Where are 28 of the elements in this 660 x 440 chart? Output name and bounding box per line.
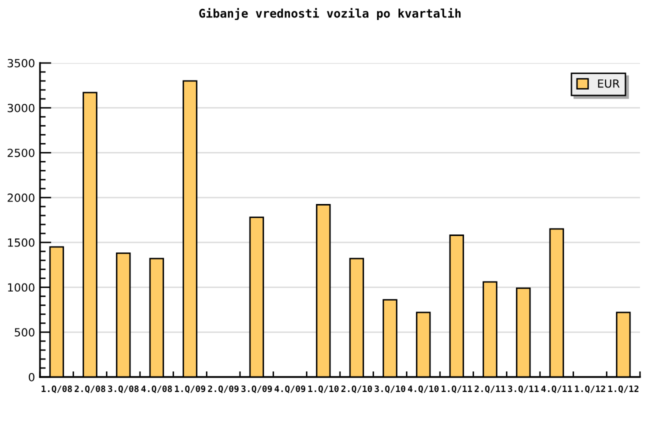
chart-title: Gibanje vrednosti vozila po kvartalih (199, 8, 461, 20)
y-tick-label: 1500 (8, 238, 34, 247)
x-tick-label: 2.Q/08 (74, 385, 106, 394)
x-tick-label: 2.Q/10 (341, 385, 372, 394)
x-tick-label: 2.Q/09 (208, 385, 239, 394)
x-tick-label: 2.Q/11 (474, 385, 506, 394)
x-tick-label: 1.Q/08 (42, 385, 72, 394)
y-tick-label: 3000 (8, 104, 34, 112)
x-tick-label: 3.Q/10 (374, 385, 406, 394)
y-tick-label: 2000 (8, 194, 34, 202)
y-tick-label: 0 (28, 372, 34, 382)
x-tick-label: 4.Q/09 (274, 385, 306, 394)
y-tick-label: 3500 (8, 58, 34, 68)
x-tick-label: 4.Q/10 (408, 385, 439, 394)
legend-label: EUR (598, 80, 620, 88)
x-tick-label: 1.Q/09 (175, 385, 206, 394)
y-tick-label: 2500 (8, 148, 34, 158)
x-tick-label: 1.Q/11 (442, 385, 472, 394)
y-tick-label: 1000 (8, 283, 34, 292)
x-tick-label: 1.Q/12 (608, 385, 638, 394)
x-tick-label: 1.Q/12 (575, 385, 606, 394)
y-tick-label: 500 (14, 328, 34, 337)
x-tick-label: 1.Q/10 (308, 385, 339, 394)
x-tick-label: 3.Q/09 (241, 385, 272, 394)
x-tick-label: 4.Q/08 (141, 385, 172, 394)
x-tick-label: 3.Q/11 (508, 385, 539, 394)
x-tick-label: 4.Q/11 (541, 385, 572, 394)
x-tick-label: 3.Q/08 (108, 385, 139, 394)
